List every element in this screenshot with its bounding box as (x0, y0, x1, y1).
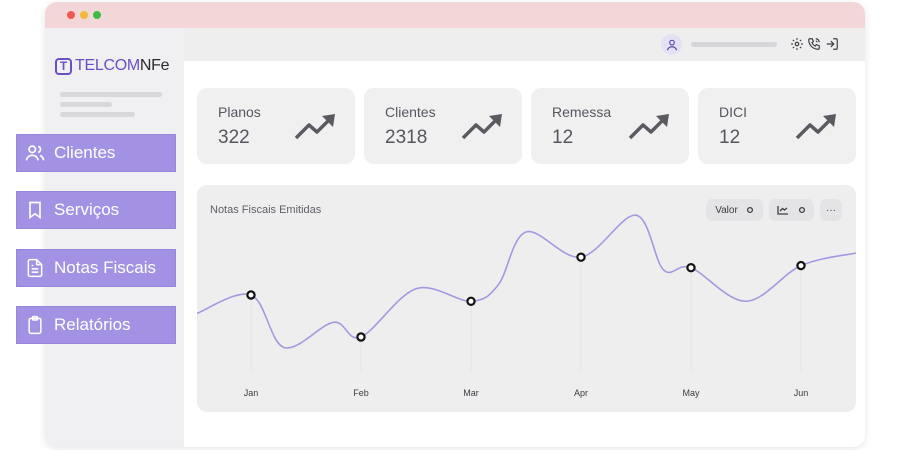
chart-x-tick-label: Mar (463, 388, 479, 398)
line-chart-icon (777, 206, 788, 215)
chart-data-point[interactable] (246, 290, 256, 300)
toggle-dot-icon (798, 206, 806, 214)
chart-x-tick-label: Jun (794, 388, 809, 398)
top-header (184, 28, 865, 61)
trending-up-icon (628, 114, 669, 140)
chart-x-tick-label: May (682, 388, 700, 398)
stat-card-label: DICI (719, 104, 747, 120)
nav-button-notas-fiscais[interactable]: Notas Fiscais (16, 249, 176, 287)
chart-data-point[interactable] (796, 260, 806, 271)
chart-title: Notas Fiscais Emitidas (210, 204, 322, 216)
chart-type-toggle[interactable] (769, 199, 814, 221)
stat-card-clientes[interactable]: Clientes 2318 (364, 88, 522, 164)
gear-icon[interactable] (790, 37, 804, 51)
file-text-icon (24, 257, 46, 279)
stat-card-label: Planos (218, 104, 261, 120)
chart-series-line (197, 214, 856, 349)
value-dropdown-label: Valor (715, 204, 738, 216)
user-icon (666, 39, 677, 50)
stat-card-value: 2318 (385, 127, 428, 148)
trending-up-icon (795, 114, 836, 140)
more-options-button[interactable]: ··· (820, 199, 842, 221)
line-chart: Jan Feb Mar Apr May Jun (197, 214, 856, 398)
nav-button-label: Serviços (54, 200, 120, 219)
stat-card-value: 12 (719, 127, 741, 148)
app-logo[interactable]: T TELCOMNFe (55, 55, 170, 77)
chart-data-point[interactable] (466, 296, 476, 307)
nav-button-label: Clientes (54, 143, 116, 162)
close-window-dot[interactable] (67, 11, 75, 19)
chart-x-tick-label: Feb (353, 388, 369, 398)
sidebar-placeholder-line (60, 92, 162, 97)
stat-card-remessa[interactable]: Remessa 12 (531, 88, 689, 164)
stat-card-label: Clientes (385, 104, 436, 120)
value-dropdown[interactable]: Valor (706, 199, 763, 221)
toggle-dot-icon (746, 206, 753, 214)
stat-card-planos[interactable]: Planos 322 (197, 88, 355, 164)
phone-icon[interactable] (807, 37, 821, 51)
logo-text: TELCOMNFe (75, 57, 170, 74)
clipboard-icon (24, 314, 46, 336)
trending-up-icon (294, 114, 335, 140)
logout-icon[interactable] (825, 37, 839, 51)
minimize-window-dot[interactable] (80, 11, 88, 19)
stat-card-dici[interactable]: DICI 12 (698, 88, 856, 164)
chart-data-point[interactable] (686, 262, 696, 273)
trending-up-icon (461, 114, 502, 140)
stat-card-value: 322 (218, 127, 250, 148)
users-icon (24, 142, 46, 164)
maximize-window-dot[interactable] (93, 11, 101, 19)
bookmark-icon (24, 199, 46, 221)
nav-button-servicos[interactable]: Serviços (16, 191, 176, 229)
sidebar-placeholder-line (60, 112, 135, 117)
user-name-placeholder (691, 42, 777, 47)
chart-x-tick-label: Jan (244, 388, 259, 398)
user-avatar[interactable] (661, 34, 682, 55)
logo-icon: T (55, 57, 72, 75)
nav-button-clientes[interactable]: Clientes (16, 134, 176, 172)
stat-card-label: Remessa (552, 104, 612, 120)
sidebar-placeholder-line (60, 102, 112, 107)
window-titlebar (45, 2, 865, 28)
stat-card-value: 12 (552, 127, 574, 148)
nav-button-relatorios[interactable]: Relatórios (16, 306, 176, 344)
nav-button-label: Relatórios (54, 315, 131, 334)
sidebar: T TELCOMNFe (45, 28, 184, 447)
chart-data-point[interactable] (576, 252, 586, 262)
chart-data-point[interactable] (356, 332, 366, 342)
chart-x-tick-label: Apr (574, 388, 588, 398)
chart-panel: Notas Fiscais Emitidas Valor ··· Jan Feb M… (197, 185, 856, 412)
nav-button-label: Notas Fiscais (54, 258, 157, 277)
more-options-label: ··· (826, 204, 836, 216)
